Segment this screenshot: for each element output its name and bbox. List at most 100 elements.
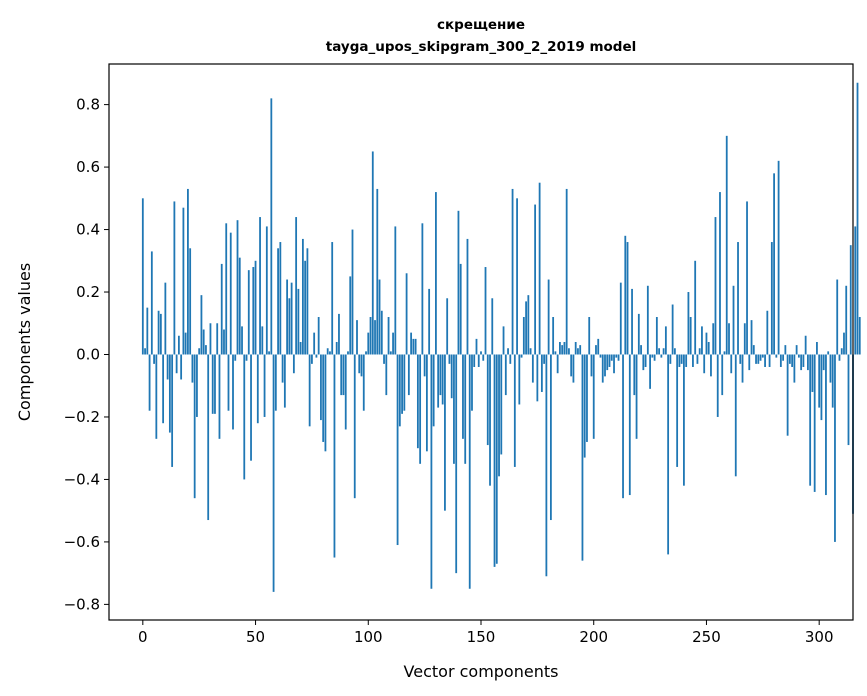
bar-102 xyxy=(371,151,374,355)
bar-45 xyxy=(243,354,246,480)
bar-36 xyxy=(223,329,225,355)
bar-186 xyxy=(561,345,564,355)
bar-134 xyxy=(444,354,446,511)
bar-40 xyxy=(232,354,234,430)
bar-27 xyxy=(202,329,205,355)
bar-80 xyxy=(322,354,325,442)
bar-306 xyxy=(831,354,834,408)
bar-163 xyxy=(509,354,512,364)
plot-frame xyxy=(108,63,854,621)
bar-168 xyxy=(520,354,523,358)
bar-182 xyxy=(552,317,555,355)
bar-35 xyxy=(220,263,223,355)
y-tick-label: 0.4 xyxy=(76,221,100,239)
bar-203 xyxy=(599,354,602,358)
bar-287 xyxy=(788,354,791,364)
bar-194 xyxy=(579,345,582,355)
bar-283 xyxy=(779,354,782,367)
bar-237 xyxy=(676,354,679,467)
bar-250 xyxy=(705,332,708,355)
bar-165 xyxy=(513,354,516,467)
bar-24 xyxy=(196,354,198,417)
x-tick-label: 200 xyxy=(579,628,608,646)
bar-58 xyxy=(272,354,275,592)
bar-41 xyxy=(234,354,237,361)
bar-42 xyxy=(236,220,239,355)
bar-84 xyxy=(331,242,334,355)
bar-33 xyxy=(216,323,219,355)
bar-261 xyxy=(730,354,733,374)
bar-280 xyxy=(773,173,775,355)
bar-217 xyxy=(631,288,633,355)
bar-103 xyxy=(374,320,376,355)
bar-150 xyxy=(480,351,482,355)
bar-59 xyxy=(274,354,277,411)
bar-229 xyxy=(658,348,661,355)
bar-66 xyxy=(290,282,293,355)
bar-22 xyxy=(191,354,194,383)
bar-249 xyxy=(703,354,706,374)
bar-259 xyxy=(725,135,728,355)
bar-93 xyxy=(351,229,354,355)
bar-208 xyxy=(610,354,613,361)
bar-176 xyxy=(538,182,541,355)
bar-32 xyxy=(214,354,216,414)
bar-7 xyxy=(157,310,160,355)
bar-30 xyxy=(209,323,212,355)
bar-316 xyxy=(854,226,857,355)
bar-272 xyxy=(755,354,757,364)
bar-17 xyxy=(180,354,183,380)
bar-196 xyxy=(583,354,586,458)
bar-178 xyxy=(543,354,546,364)
bar-29 xyxy=(207,354,210,521)
bar-192 xyxy=(574,342,577,355)
bar-100 xyxy=(367,332,370,355)
bar-240 xyxy=(683,354,685,486)
bar-132 xyxy=(439,354,442,396)
bar-181 xyxy=(549,354,552,521)
bar-247 xyxy=(698,348,701,355)
bar-115 xyxy=(401,354,403,414)
bar-142 xyxy=(462,354,464,439)
bar-156 xyxy=(493,354,496,567)
bar-105 xyxy=(378,279,381,355)
bar-121 xyxy=(414,338,417,355)
bar-212 xyxy=(619,282,622,355)
bar-291 xyxy=(797,354,800,358)
bar-70 xyxy=(299,342,302,355)
bar-215 xyxy=(626,242,629,355)
x-tick-label: 250 xyxy=(692,628,721,646)
bar-73 xyxy=(306,248,309,355)
bar-277 xyxy=(766,310,769,355)
bar-248 xyxy=(701,326,703,355)
y-tick-label: −0.6 xyxy=(64,533,100,551)
bar-269 xyxy=(748,354,751,371)
bar-140 xyxy=(457,210,460,355)
bar-190 xyxy=(570,354,573,377)
bar-85 xyxy=(333,354,336,558)
bar-144 xyxy=(466,238,469,355)
bar-75 xyxy=(311,354,313,364)
bar-54 xyxy=(263,354,266,417)
y-tick-label: −0.8 xyxy=(64,595,100,613)
bar-133 xyxy=(441,354,444,405)
bar-170 xyxy=(525,301,527,355)
chart-title: скрещение xyxy=(437,17,525,33)
bar-39 xyxy=(229,232,232,355)
bar-303 xyxy=(825,354,827,496)
bar-264 xyxy=(737,242,739,355)
bar-216 xyxy=(628,354,631,496)
bar-206 xyxy=(606,354,609,371)
bar-135 xyxy=(446,298,449,355)
x-axis: 0 50 100 150 200 250 300 xyxy=(138,620,834,646)
bar-299 xyxy=(816,342,818,355)
bar-171 xyxy=(527,295,530,355)
bar-164 xyxy=(511,188,514,355)
bar-107 xyxy=(383,354,385,364)
bar-304 xyxy=(827,351,830,355)
bar-106 xyxy=(380,310,383,355)
bar-161 xyxy=(504,354,507,396)
chart-subtitle: tayga_upos_skipgram_300_2_2019 model xyxy=(326,39,637,55)
bar-127 xyxy=(428,288,431,355)
bar-210 xyxy=(615,354,618,358)
